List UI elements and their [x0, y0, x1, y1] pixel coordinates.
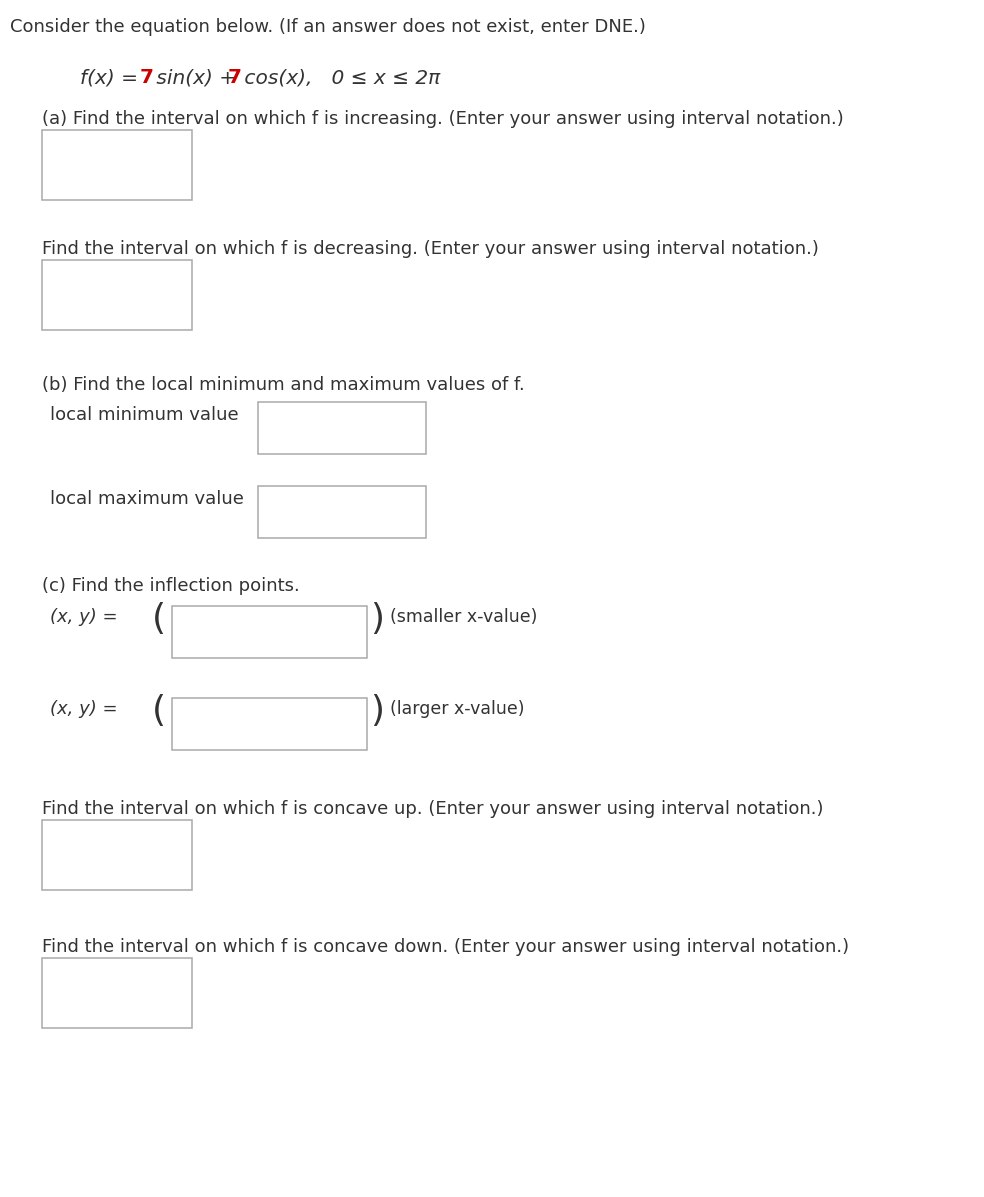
Bar: [172, 698, 367, 751]
Text: (larger x-value): (larger x-value): [390, 700, 524, 718]
Text: (: (: [152, 694, 166, 728]
Text: local maximum value: local maximum value: [50, 490, 244, 508]
Text: local minimum value: local minimum value: [50, 406, 239, 424]
Text: Find the interval on which f is concave down. (Enter your answer using interval : Find the interval on which f is concave …: [42, 938, 849, 956]
Bar: [258, 486, 426, 537]
Text: (a) Find the interval on which f is increasing. (Enter your answer using interva: (a) Find the interval on which f is incr…: [42, 110, 843, 128]
Text: ): ): [370, 602, 384, 636]
Text: (x, y) =: (x, y) =: [50, 700, 118, 718]
Text: (b) Find the local minimum and maximum values of f.: (b) Find the local minimum and maximum v…: [42, 376, 524, 394]
Text: cos(x),   0 ≤ x ≤ 2π: cos(x), 0 ≤ x ≤ 2π: [238, 68, 440, 87]
Bar: [258, 402, 426, 454]
Bar: [42, 958, 192, 1028]
Text: Consider the equation below. (If an answer does not exist, enter DNE.): Consider the equation below. (If an answ…: [10, 18, 646, 36]
Bar: [42, 130, 192, 200]
Text: (c) Find the inflection points.: (c) Find the inflection points.: [42, 577, 300, 595]
Text: (smaller x-value): (smaller x-value): [390, 608, 537, 626]
Text: Find the interval on which f is concave up. (Enter your answer using interval no: Find the interval on which f is concave …: [42, 800, 824, 818]
Bar: [42, 260, 192, 330]
Text: sin(x) +: sin(x) +: [150, 68, 242, 87]
Text: f(x) =: f(x) =: [80, 68, 145, 87]
Text: 7: 7: [228, 68, 242, 87]
Bar: [42, 820, 192, 891]
Text: Find the interval on which f is decreasing. (Enter your answer using interval no: Find the interval on which f is decreasi…: [42, 241, 819, 259]
Text: (: (: [152, 602, 166, 636]
Bar: [172, 606, 367, 658]
Text: 7: 7: [140, 68, 154, 87]
Text: (x, y) =: (x, y) =: [50, 608, 118, 626]
Text: ): ): [370, 694, 384, 728]
